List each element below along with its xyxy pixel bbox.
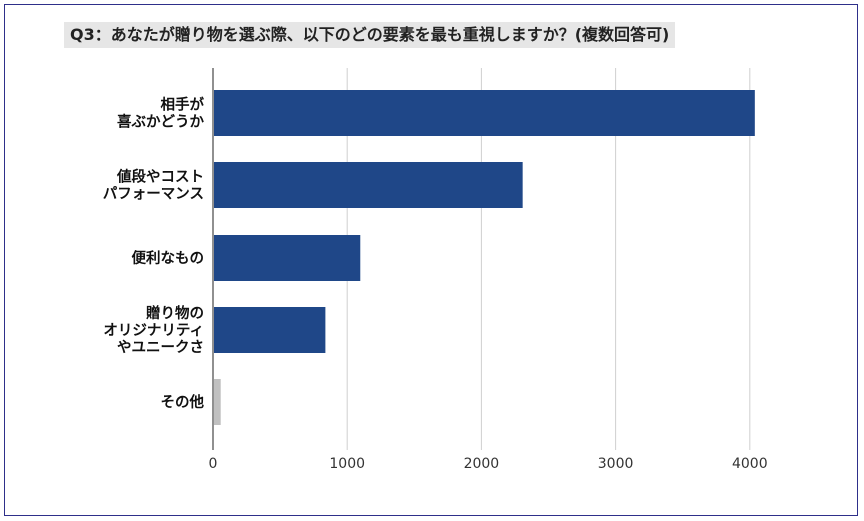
x-tick-label: 3000 [598,456,634,472]
category-label: その他 [161,393,205,411]
category-label-line: その他 [161,393,205,411]
x-tick-label: 4000 [732,456,768,472]
chart-title: Q3：あなたが贈り物を選ぶ際、以下のどの要素を最も重視しますか？(複数回答可) [64,22,676,48]
bar-3 [214,307,326,353]
category-label: 相手が喜ぶかどうか [117,96,204,131]
category-label: 便利なもの [132,249,205,267]
category-label-line: やユニークさ [117,339,204,356]
bars [214,90,755,425]
bar-2 [214,235,361,281]
chart-frame [4,4,858,516]
x-tick-label: 2000 [464,456,500,472]
category-label-line: パフォーマンス [103,186,204,203]
category-label-line: 相手が [161,96,205,114]
category-label-line: オリジナリティ [103,322,204,339]
category-label: 贈り物のオリジナリティやユニークさ [103,304,204,356]
category-label-line: 値段やコスト [116,168,204,186]
category-label-line: 贈り物の [146,304,204,322]
category-label-line: 便利なもの [132,249,205,267]
category-label: 値段やコストパフォーマンス [103,168,204,203]
bar-0 [214,90,755,136]
bar-4 [214,379,221,425]
x-tick-label: 1000 [329,456,365,472]
category-labels: 相手が喜ぶかどうか値段やコストパフォーマンス便利なもの贈り物のオリジナリティやユ… [103,96,205,412]
x-tick-labels: 0 1000 2000 3000 4000 [209,456,768,472]
bar-1 [214,162,523,208]
category-label-line: 喜ぶかどうか [117,113,204,131]
x-tick-label: 0 [209,456,218,472]
